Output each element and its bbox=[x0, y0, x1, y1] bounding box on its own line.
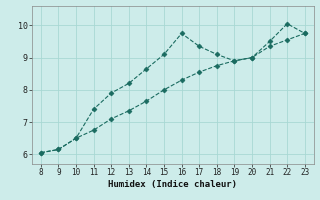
X-axis label: Humidex (Indice chaleur): Humidex (Indice chaleur) bbox=[108, 180, 237, 189]
